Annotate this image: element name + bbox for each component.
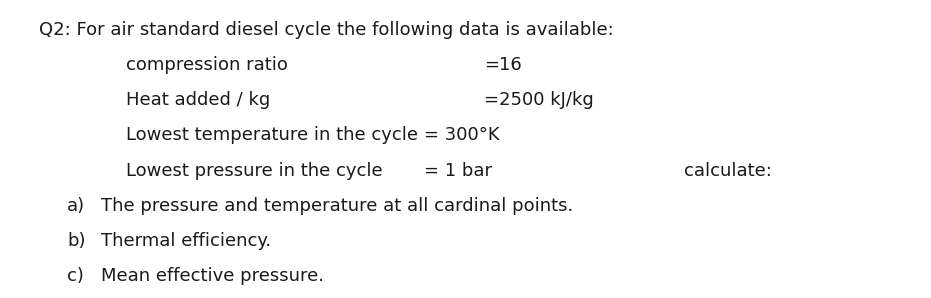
- Text: =2500 kJ/kg: =2500 kJ/kg: [484, 91, 594, 109]
- Text: =16: =16: [484, 56, 522, 74]
- Text: Heat added / kg: Heat added / kg: [126, 91, 270, 109]
- Text: compression ratio: compression ratio: [126, 56, 288, 74]
- Text: Lowest pressure in the cycle: Lowest pressure in the cycle: [126, 162, 383, 179]
- Text: Mean effective pressure.: Mean effective pressure.: [101, 267, 324, 285]
- Text: c): c): [67, 267, 84, 285]
- Text: a): a): [67, 197, 85, 215]
- Text: calculate:: calculate:: [684, 162, 772, 179]
- Text: The pressure and temperature at all cardinal points.: The pressure and temperature at all card…: [101, 197, 573, 215]
- Text: = 300°K: = 300°K: [424, 126, 499, 144]
- Text: Lowest temperature in the cycle: Lowest temperature in the cycle: [126, 126, 418, 144]
- Text: = 1 bar: = 1 bar: [424, 162, 492, 179]
- Text: Q2: For air standard diesel cycle the following data is available:: Q2: For air standard diesel cycle the fo…: [39, 21, 614, 39]
- Text: Thermal efficiency.: Thermal efficiency.: [101, 232, 271, 250]
- Text: b): b): [67, 232, 86, 250]
